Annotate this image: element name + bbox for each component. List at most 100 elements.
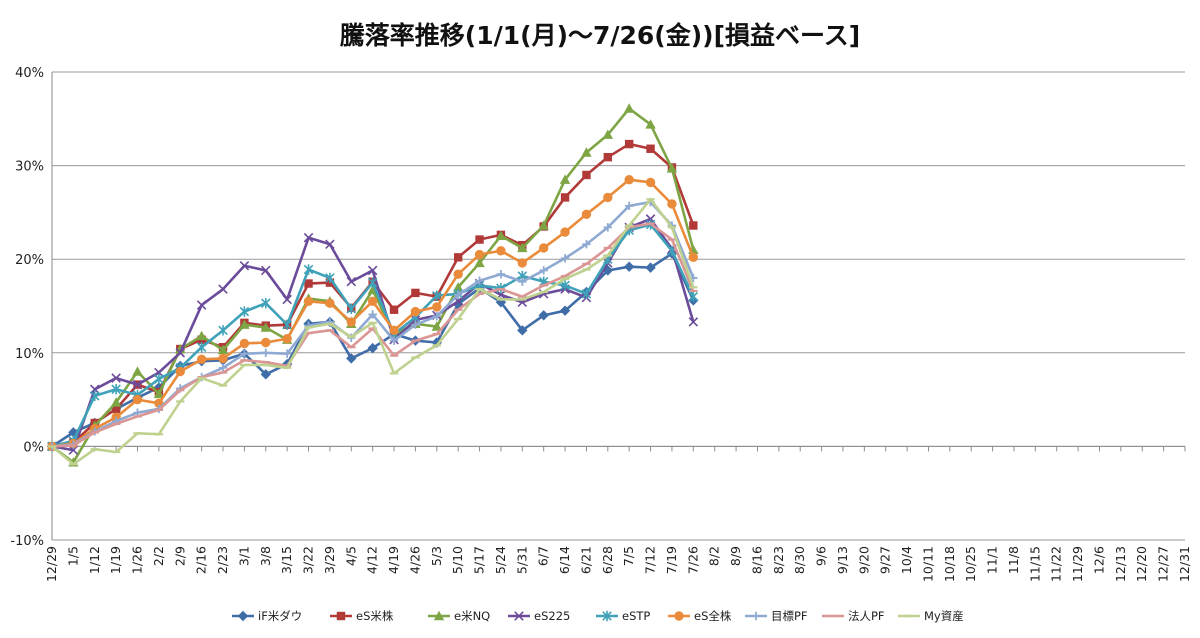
x-tick-label: 5/3 bbox=[429, 546, 444, 566]
data-point bbox=[603, 152, 613, 162]
data-point bbox=[496, 246, 506, 256]
data-point bbox=[646, 144, 655, 153]
data-point bbox=[304, 279, 313, 288]
data-point bbox=[496, 269, 506, 279]
y-tick-label: 30% bbox=[15, 160, 44, 175]
data-point bbox=[68, 427, 79, 438]
x-tick-label: 1/26 bbox=[130, 546, 145, 574]
x-tick-label: 11/22 bbox=[1049, 546, 1064, 582]
data-point bbox=[132, 366, 143, 376]
legend-label: 法人PF bbox=[848, 609, 885, 623]
data-point bbox=[325, 239, 335, 249]
x-tick-label: 11/15 bbox=[1027, 546, 1042, 582]
x-tick-label: 12/6 bbox=[1091, 546, 1106, 574]
x-tick-label: 12/20 bbox=[1134, 546, 1149, 582]
data-point bbox=[688, 317, 699, 327]
data-point bbox=[239, 338, 250, 349]
x-tick-label: 7/19 bbox=[664, 546, 679, 574]
data-point bbox=[689, 221, 698, 230]
data-point bbox=[431, 321, 442, 331]
data-point bbox=[453, 253, 463, 262]
data-point bbox=[346, 276, 357, 287]
data-point bbox=[346, 303, 357, 315]
data-point bbox=[218, 284, 228, 294]
data-point bbox=[667, 199, 677, 209]
x-tick-label: 6/7 bbox=[536, 546, 551, 566]
data-point bbox=[688, 252, 699, 263]
data-point bbox=[111, 384, 121, 395]
data-point bbox=[260, 322, 271, 332]
data-point bbox=[475, 235, 484, 244]
data-point bbox=[645, 119, 656, 129]
data-point bbox=[581, 147, 592, 157]
x-tick-label: 3/1 bbox=[236, 546, 251, 566]
data-point bbox=[260, 369, 271, 380]
legend-label: iF米ダウ bbox=[258, 609, 302, 623]
chart-title: 騰落率推移(1/1(月)～7/26(金))[損益ベース] bbox=[340, 21, 860, 50]
legend: iF米ダウ eS米株 e米NQ eS225 eSTP eS全株 目標PF 法人PF My資産 bbox=[232, 609, 964, 623]
data-point bbox=[336, 611, 346, 621]
data-point bbox=[495, 230, 507, 240]
x-tick-label: 1/19 bbox=[108, 546, 123, 574]
x-tick-label: 3/22 bbox=[301, 546, 316, 574]
data-point bbox=[240, 349, 249, 358]
data-point bbox=[325, 272, 335, 284]
x-tick-label: 11/1 bbox=[985, 546, 1000, 574]
x-tick-label: 2/9 bbox=[172, 546, 187, 566]
x-tick-label: 8/30 bbox=[792, 546, 807, 574]
data-point bbox=[453, 269, 463, 279]
x-tick-label: 4/26 bbox=[407, 546, 422, 574]
data-point bbox=[239, 260, 250, 271]
data-point bbox=[623, 103, 635, 113]
x-tick-label: 12/31 bbox=[1177, 546, 1192, 582]
data-point bbox=[367, 265, 378, 276]
data-point bbox=[367, 277, 378, 288]
data-point bbox=[517, 325, 528, 336]
data-point bbox=[89, 390, 100, 402]
data-point bbox=[538, 310, 549, 321]
data-point bbox=[196, 300, 207, 310]
data-point bbox=[218, 325, 228, 336]
data-point bbox=[325, 298, 335, 308]
data-point bbox=[411, 320, 420, 329]
x-tick-label: 7/26 bbox=[685, 546, 700, 574]
data-point bbox=[217, 344, 229, 355]
data-point bbox=[132, 394, 143, 405]
data-point bbox=[560, 227, 570, 237]
x-tick-label: 1/5 bbox=[65, 546, 80, 566]
x-tick-label: 4/19 bbox=[386, 546, 401, 574]
data-point bbox=[282, 294, 292, 305]
x-tick-label: 3/29 bbox=[322, 546, 337, 574]
x-tick-label: 11/29 bbox=[1070, 546, 1085, 582]
data-point bbox=[582, 170, 591, 180]
data-point bbox=[282, 334, 292, 344]
x-tick-label: 2/23 bbox=[215, 546, 230, 574]
series-3 bbox=[47, 214, 699, 455]
data-point bbox=[389, 305, 399, 314]
data-point bbox=[560, 254, 570, 263]
data-point bbox=[303, 296, 314, 307]
legend-label: eS米株 bbox=[356, 609, 394, 623]
data-point bbox=[433, 610, 445, 621]
data-point bbox=[602, 129, 614, 139]
data-point bbox=[153, 388, 165, 399]
data-point bbox=[538, 220, 549, 230]
data-point bbox=[389, 325, 399, 336]
x-tick-label: 8/16 bbox=[749, 546, 764, 574]
data-point bbox=[282, 319, 292, 330]
data-point bbox=[432, 290, 442, 301]
series-line bbox=[51, 217, 695, 452]
data-point bbox=[581, 209, 592, 219]
data-point bbox=[559, 305, 571, 316]
data-point bbox=[303, 232, 314, 243]
data-point bbox=[751, 611, 761, 621]
x-tick-label: 4/5 bbox=[343, 546, 358, 566]
y-tick-label: 10% bbox=[15, 347, 44, 362]
x-tick-label: 12/27 bbox=[1156, 546, 1171, 582]
x-tick-label: 2/16 bbox=[194, 546, 209, 574]
x-tick-label: 9/6 bbox=[814, 546, 829, 566]
data-point bbox=[474, 257, 485, 268]
legend-item-8: My資産 bbox=[898, 609, 964, 623]
